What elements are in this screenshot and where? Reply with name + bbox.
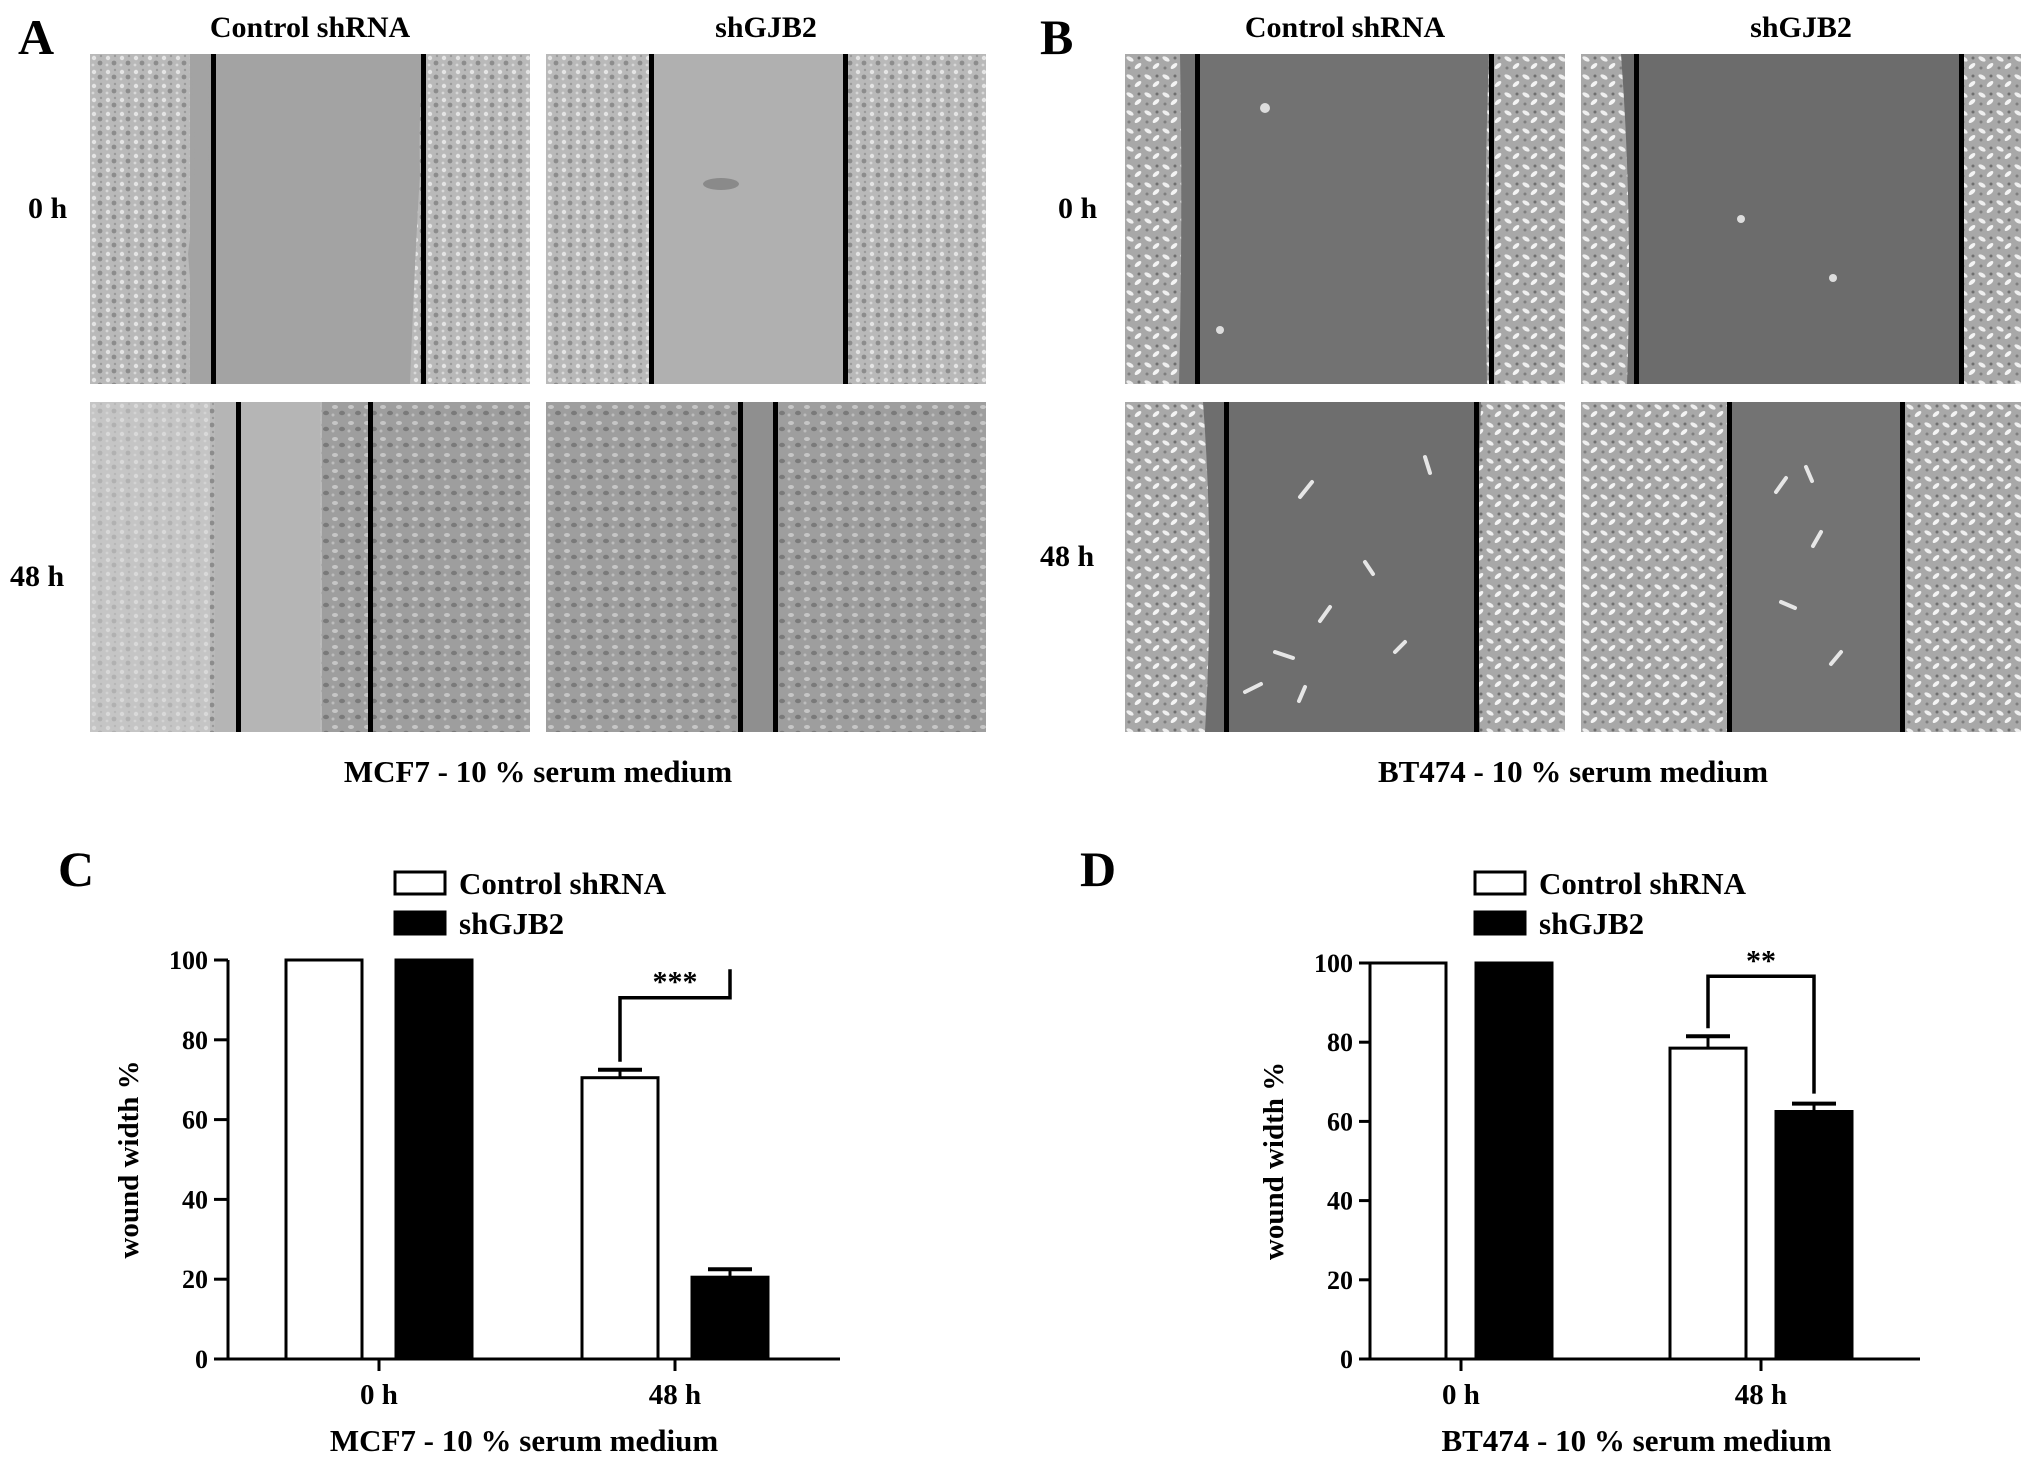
wound-edge-line	[1959, 54, 1964, 384]
panel-letter-c: C	[58, 841, 95, 897]
column-header-shgjb2: shGJB2	[1750, 11, 1852, 44]
row-label-48h: 48 h	[1040, 540, 1095, 573]
micrograph-b-shgjb2-48h	[1581, 402, 2021, 732]
panel-b-caption: BT474 - 10 % serum medium	[1377, 754, 1769, 789]
x-axis-label: BT474 - 10 % serum medium	[1441, 1423, 1831, 1458]
bar	[580, 1076, 660, 1361]
legend-swatch	[1473, 870, 1527, 896]
column-header-control: Control shRNA	[209, 11, 411, 44]
y-axis-label: wound width %	[1258, 1062, 1290, 1260]
wound-edge-line	[649, 54, 654, 384]
y-tick-label: 40	[1327, 1187, 1353, 1216]
row-label-48h: 48 h	[10, 560, 65, 593]
significance-label: ***	[653, 966, 698, 999]
legend-swatch	[393, 910, 447, 936]
wound-edge-line	[1900, 402, 1905, 732]
bar	[394, 958, 474, 1361]
x-axis-label: MCF7 - 10 % serum medium	[330, 1423, 718, 1458]
bar	[1668, 1046, 1748, 1361]
significance-bracket	[618, 969, 732, 1062]
wound-edge-line	[1195, 54, 1200, 384]
micrograph-a-control-48h	[90, 402, 530, 732]
wound-edge-line	[1224, 402, 1229, 732]
y-tick-label: 100	[1314, 949, 1353, 978]
y-tick-label: 0	[195, 1345, 208, 1374]
x-tick-label: 0 h	[360, 1379, 398, 1411]
micrograph-a-control-0h	[90, 54, 530, 384]
significance-label: **	[1746, 944, 1776, 977]
micrograph-b-control-48h	[1125, 402, 1565, 732]
y-tick-label: 100	[169, 946, 208, 975]
x-tick-label: 48 h	[1735, 1379, 1787, 1411]
micrograph-b-shgjb2-0h	[1581, 54, 2021, 384]
wound-edge-line	[1474, 402, 1479, 732]
y-tick-label: 60	[1327, 1107, 1353, 1136]
panel-a-caption: MCF7 - 10 % serum medium	[343, 754, 733, 789]
bar	[1474, 961, 1554, 1361]
panel-letter-b: B	[1040, 9, 1074, 65]
wound-edge-line	[211, 54, 216, 384]
wound-edge-line	[368, 402, 373, 732]
y-tick-label: 0	[1340, 1345, 1353, 1374]
bar	[284, 958, 364, 1361]
column-header-shgjb2: shGJB2	[715, 11, 817, 44]
bar-chart-c-svg: Control shRNA shGJB2 0 20 40 60 80 100 wound wid…	[113, 866, 840, 1458]
bar-chart-c: Control shRNA shGJB2 0 20 40 60 80 100 wound wid…	[0, 840, 1015, 1460]
legend-swatch	[393, 870, 447, 896]
legend-label: shGJB2	[459, 906, 564, 941]
wound-edge-line	[1727, 402, 1732, 732]
bar-chart-d-svg: Control shRNA shGJB2 0 20 40 60 80 100 wound wid…	[1258, 866, 1920, 1458]
y-tick-label: 80	[182, 1026, 208, 1055]
row-label-0h: 0 h	[1058, 192, 1098, 225]
legend-swatch	[1473, 910, 1527, 936]
legend-label: Control shRNA	[459, 866, 667, 901]
y-axis-label: wound width %	[113, 1060, 145, 1258]
significance-bracket	[1706, 974, 1816, 1094]
column-header-control: Control shRNA	[1244, 11, 1446, 44]
micrograph-a-shgjb2-0h	[546, 54, 986, 384]
wound-edge-line	[843, 54, 848, 384]
row-label-0h: 0 h	[28, 192, 68, 225]
y-tick-label: 60	[182, 1106, 208, 1135]
y-tick-label: 20	[182, 1265, 208, 1294]
wound-edge-line	[421, 54, 426, 384]
bar-chart-d: Control shRNA shGJB2 0 20 40 60 80 100 wound wid…	[1015, 840, 2031, 1460]
bar	[1368, 961, 1448, 1361]
x-tick-label: 0 h	[1442, 1379, 1480, 1411]
bar	[690, 1275, 770, 1361]
wound-edge-line	[738, 402, 743, 732]
panel-letter-d: D	[1080, 841, 1117, 897]
micrograph-b-control-0h	[1125, 54, 1565, 384]
wound-edge-line	[1634, 54, 1639, 384]
wound-edge-line	[773, 402, 778, 732]
panel-letter-a: A	[18, 9, 55, 65]
legend-label: shGJB2	[1539, 906, 1644, 941]
wound-edge-line	[236, 402, 241, 732]
micrograph-a-shgjb2-48h	[546, 402, 986, 732]
y-tick-label: 40	[182, 1185, 208, 1214]
bar	[1774, 1110, 1854, 1361]
y-tick-label: 80	[1327, 1028, 1353, 1057]
wound-edge-line	[1489, 54, 1494, 384]
y-tick-label: 20	[1327, 1266, 1353, 1295]
legend-label: Control shRNA	[1539, 866, 1747, 901]
x-tick-label: 48 h	[649, 1379, 701, 1411]
